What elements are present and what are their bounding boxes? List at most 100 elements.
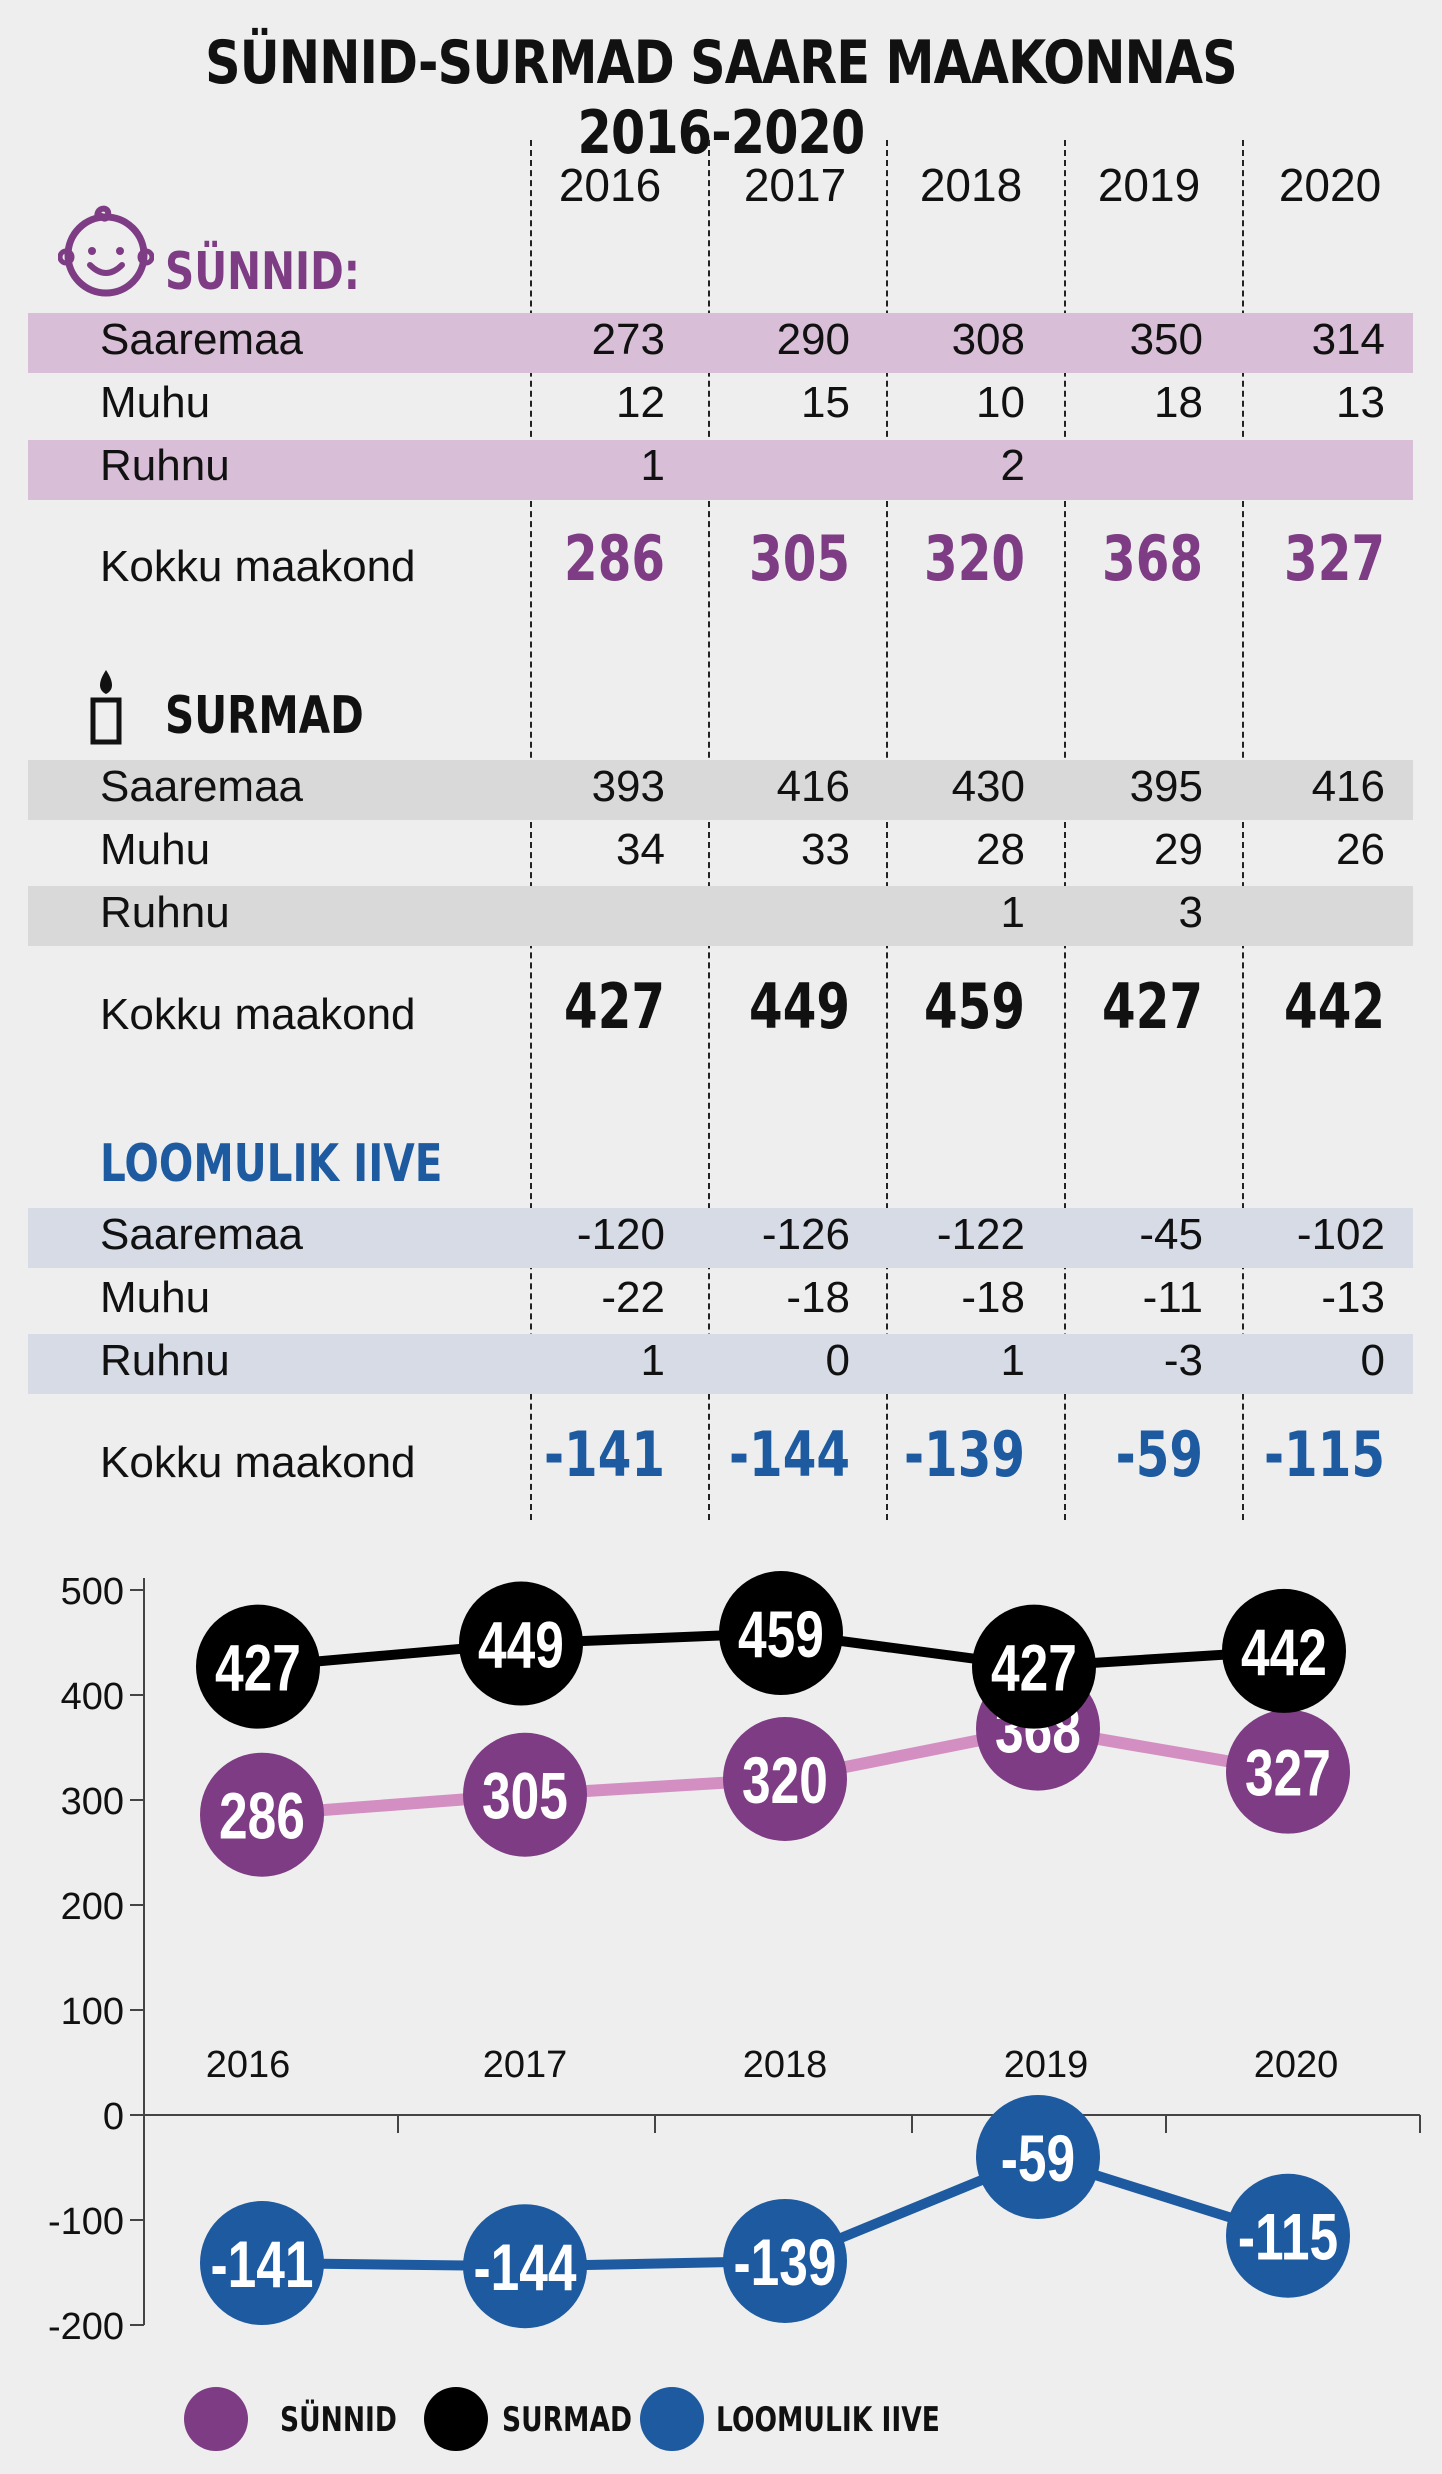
data-label: 459	[738, 1597, 824, 1672]
y-tick-label: -100	[48, 2201, 124, 2243]
column-divider	[1064, 140, 1066, 1520]
page-title: SÜNNID-SURMAD SAARE MAAKONNAS 2016-2020	[205, 28, 1237, 168]
legend-swatch-deaths	[424, 2387, 488, 2451]
table-cell: 13	[1336, 378, 1385, 427]
year-header: 2017	[743, 159, 847, 211]
column-divider	[1242, 140, 1244, 1520]
year-header: 2018	[919, 159, 1023, 211]
data-point	[972, 1604, 1096, 1729]
births-total: 305	[749, 522, 850, 595]
data-label: 427	[215, 1630, 301, 1705]
data-point	[723, 2198, 847, 2323]
table-cell: 12	[616, 378, 665, 427]
data-point	[719, 1571, 843, 1696]
x-tick-label: 2016	[206, 2044, 291, 2086]
y-tick-label: 500	[61, 1571, 124, 1613]
table-cell: 430	[951, 762, 1025, 811]
data-label: 286	[219, 1778, 305, 1853]
table-cell: -11	[1142, 1273, 1203, 1322]
table-cell: 3	[1178, 888, 1203, 937]
data-label: -115	[1238, 2200, 1338, 2275]
data-label: 449	[478, 1607, 564, 1682]
table-cell: 34	[616, 825, 665, 874]
births-total: 327	[1284, 522, 1385, 595]
table-cell: 0	[1360, 1336, 1385, 1385]
table-cell: 395	[1129, 762, 1203, 811]
row-label: Ruhnu	[100, 441, 230, 490]
data-point	[463, 1732, 587, 1857]
table-cell: 1	[1000, 1336, 1025, 1385]
deaths-total: 427	[564, 970, 665, 1043]
table-cell: 308	[951, 315, 1025, 364]
data-point	[976, 2094, 1100, 2219]
legend-label-increase: LOOMULIK IIVE	[716, 2400, 940, 2440]
deaths-total: 427	[1102, 970, 1203, 1043]
legend-label-deaths: SURMAD	[502, 2400, 632, 2440]
legend-label-births: SÜNNID	[280, 2400, 397, 2440]
row-band	[28, 1334, 1413, 1394]
line-chart: 500 400 300 200 100 0 -100 -200 2016 2017 2018 2019…	[48, 1571, 1421, 2348]
table-cell: -120	[576, 1210, 665, 1259]
data-point	[723, 1717, 847, 1841]
year-header: 2016	[558, 159, 662, 211]
table-cell: 1	[640, 441, 665, 490]
table-cell: 416	[1311, 762, 1385, 811]
row-label: Muhu	[100, 378, 211, 427]
table-cell: 416	[776, 762, 850, 811]
table-cell: -18	[786, 1273, 850, 1322]
row-band	[28, 313, 1413, 373]
table-cell: 28	[976, 825, 1025, 874]
table-cell: 10	[976, 378, 1025, 427]
data-point	[1222, 1588, 1346, 1713]
column-divider	[530, 140, 532, 1520]
x-tick-label: 2019	[1004, 2044, 1089, 2086]
table-cell: -102	[1296, 1210, 1385, 1259]
row-label: Muhu	[100, 825, 211, 874]
births-total: 286	[564, 522, 665, 595]
deaths-total: 449	[749, 970, 850, 1043]
table-cell: 290	[776, 315, 850, 364]
row-label: Ruhnu	[100, 888, 230, 937]
table-cell: 18	[1154, 378, 1203, 427]
table-cell: -122	[936, 1210, 1025, 1259]
total-label: Kokku maakond	[100, 990, 416, 1039]
deaths-total: 442	[1284, 970, 1385, 1043]
table-cell: -18	[961, 1273, 1025, 1322]
data-point	[200, 1752, 324, 1877]
row-label: Saaremaa	[100, 315, 304, 364]
x-tick-label: 2018	[743, 2044, 828, 2086]
data-label: -141	[210, 2227, 313, 2302]
table-cell: 1	[640, 1336, 665, 1385]
baby-icon	[58, 205, 154, 297]
table-cell: 26	[1336, 825, 1385, 874]
y-tick-label: 400	[61, 1676, 124, 1718]
y-tick-label: 0	[103, 2096, 124, 2138]
row-band	[28, 440, 1413, 500]
year-header: 2019	[1097, 159, 1201, 211]
table-cell: -45	[1139, 1210, 1203, 1259]
table-cell: 273	[591, 315, 665, 364]
data-point	[196, 1604, 320, 1729]
data-point	[200, 2201, 324, 2326]
data-point	[1226, 1709, 1350, 1834]
year-header: 2020	[1278, 159, 1382, 211]
table-cell: 29	[1154, 825, 1203, 874]
births-total: 320	[924, 522, 1025, 595]
row-label: Muhu	[100, 1273, 211, 1322]
data-point	[463, 2204, 587, 2329]
increase-total: -144	[728, 1418, 850, 1491]
table-cell: 314	[1311, 315, 1385, 364]
legend-swatch-births	[184, 2387, 248, 2451]
y-tick-label: 100	[61, 1991, 124, 2033]
increase-total: -141	[543, 1418, 665, 1491]
row-label: Ruhnu	[100, 1336, 230, 1385]
data-label: -59	[1001, 2121, 1075, 2196]
y-tick-label: 200	[61, 1886, 124, 1928]
table-cell: -3	[1163, 1336, 1203, 1385]
total-label: Kokku maakond	[100, 1438, 416, 1487]
table-cell: -22	[601, 1273, 665, 1322]
y-tick-label: -200	[48, 2306, 124, 2348]
data-label: 305	[482, 1759, 568, 1834]
data-label: 327	[1245, 1735, 1331, 1810]
data-point	[1226, 2173, 1350, 2298]
